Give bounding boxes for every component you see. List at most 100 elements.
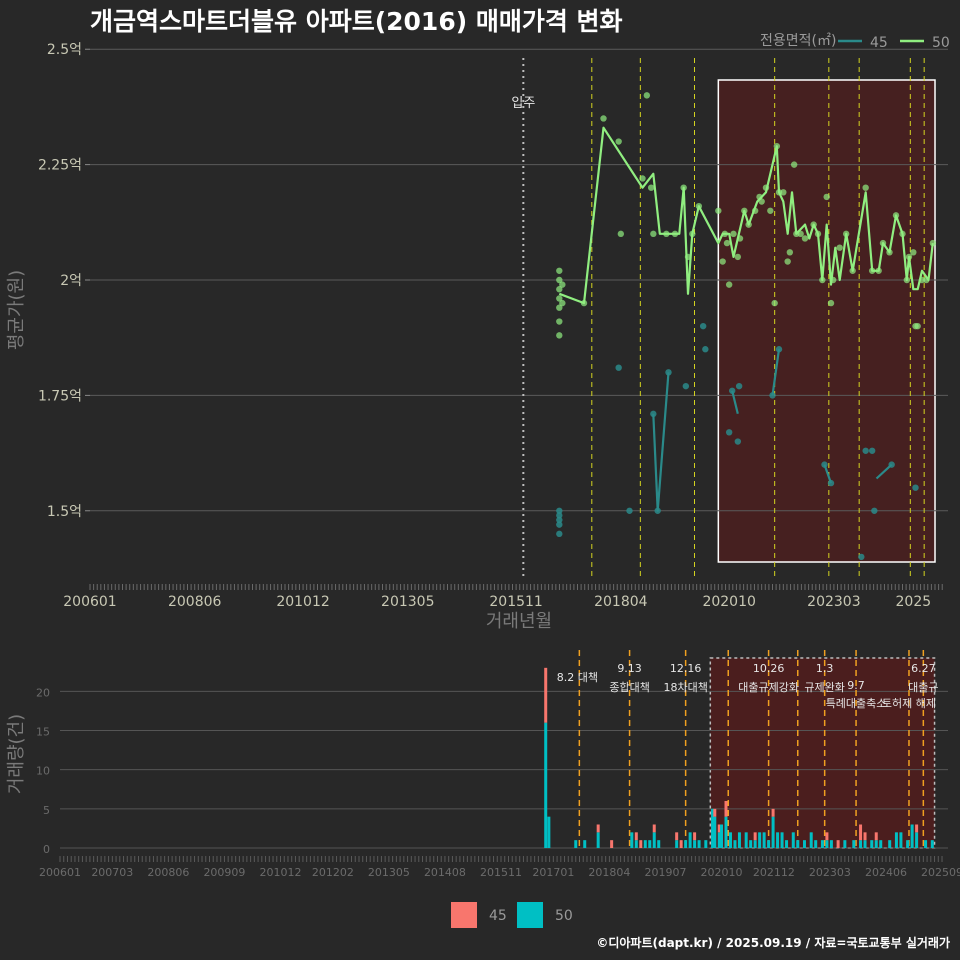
bar-50 <box>704 840 708 848</box>
policy-label-name: 대출규 <box>908 681 938 694</box>
price-point-50 <box>823 193 830 201</box>
bar-50 <box>648 840 652 848</box>
x-tick-label: 201012 <box>260 866 302 879</box>
y-tick-label: 1.5억 <box>47 504 82 520</box>
policy-label-date: 9.13 <box>617 662 642 675</box>
policy-label-date: 6.27 <box>911 662 936 675</box>
bar-45 <box>724 801 728 817</box>
x-tick-label: 201511 <box>489 594 542 610</box>
price-point-50 <box>786 249 794 256</box>
policy-label-name: 대출규제강화 <box>738 681 799 694</box>
bar-50 <box>684 840 688 848</box>
bar-50 <box>814 840 818 848</box>
price-point-45 <box>699 322 707 330</box>
legend-label-45: 45 <box>489 908 507 924</box>
y-axis-label: 평균가(원) <box>6 270 27 350</box>
bar-50 <box>852 840 856 848</box>
price-point-45 <box>912 484 919 491</box>
price-point-50 <box>556 318 563 325</box>
x-tick-label: 202303 <box>809 866 851 879</box>
price-chart: 개금역스마트더블유 아파트(2016) 매매가격 변화 1.5억 1.75억 2억 2.… <box>6 7 950 632</box>
bar-50 <box>630 832 634 848</box>
price-line-45 <box>652 372 670 512</box>
bar-50 <box>717 832 721 848</box>
legend-swatch-50 <box>517 902 543 928</box>
y-tick-label: 15 <box>36 726 50 739</box>
bar-50 <box>675 840 679 848</box>
x-tick-label: 200601 <box>63 594 116 610</box>
legend-label-45: 45 <box>870 35 888 51</box>
policy-label-name: 규제완화 <box>804 681 844 694</box>
price-point-50 <box>836 244 843 251</box>
price-point-50 <box>559 299 566 307</box>
x-tick-label: 201305 <box>368 866 410 879</box>
price-point-50 <box>556 286 563 293</box>
highlight-box <box>709 657 936 849</box>
policy-label-name: 토허제 해제 <box>882 696 936 710</box>
x-tick-label: 2025 <box>896 594 932 610</box>
y-tick-label: 2억 <box>60 273 82 289</box>
bar-45 <box>863 832 867 841</box>
bar-45 <box>693 832 697 841</box>
x-tick-label: 200806 <box>168 594 222 610</box>
price-point-45 <box>735 382 743 390</box>
bar-50 <box>859 840 863 848</box>
price-point-50 <box>556 295 563 302</box>
price-point-45 <box>556 507 563 514</box>
bar-50 <box>753 840 757 848</box>
x-tick-label: 202406 <box>865 866 907 879</box>
price-point-50 <box>730 230 737 238</box>
x-tick-label: 200909 <box>203 866 245 879</box>
bar-50 <box>820 840 824 848</box>
bar-45 <box>610 840 614 848</box>
bar-45 <box>836 840 840 848</box>
price-point-45 <box>862 447 869 454</box>
x-tick-label: 201202 <box>312 866 354 879</box>
price-point-45 <box>556 530 563 538</box>
price-point-50 <box>767 207 774 214</box>
bar-45 <box>859 824 863 841</box>
policy-label-name: 종합대책 <box>609 681 649 694</box>
bar-50 <box>749 840 753 848</box>
y-tick-label: 20 <box>36 686 50 699</box>
price-line-50 <box>558 126 934 305</box>
bar-50 <box>544 722 548 848</box>
price-point-50 <box>617 230 625 238</box>
x-tick-label: 201907 <box>644 866 686 879</box>
bar-50 <box>574 840 578 848</box>
bar-50 <box>697 840 701 848</box>
price-point-50 <box>647 184 655 191</box>
price-point-50 <box>559 281 566 288</box>
price-point-50 <box>784 258 791 265</box>
bar-50 <box>879 840 883 848</box>
price-point-45 <box>729 387 736 394</box>
bar-50 <box>758 832 762 848</box>
price-point-45 <box>858 553 865 561</box>
bar-50 <box>930 840 934 848</box>
price-point-50 <box>771 299 778 307</box>
price-point-50 <box>929 239 937 247</box>
bar-45 <box>634 832 638 841</box>
bar-45 <box>679 840 683 848</box>
bar-45 <box>717 824 721 833</box>
policy-label-date: 9.7 <box>847 679 865 692</box>
price-point-45 <box>556 521 563 528</box>
price-point-50 <box>615 138 622 145</box>
price-point-50 <box>556 276 563 284</box>
highlight-box <box>717 79 936 563</box>
move-in-label: 입주 <box>511 96 535 111</box>
bar-50 <box>809 832 813 848</box>
x-tick-label: 202509 <box>921 866 960 879</box>
x-tick-label: 202112 <box>753 866 795 879</box>
bar-50 <box>785 840 789 848</box>
x-tick-label: 202010 <box>701 866 743 879</box>
price-point-45 <box>702 346 709 353</box>
price-line-45 <box>823 464 833 484</box>
bar-50 <box>863 840 867 848</box>
bar-50 <box>899 832 903 848</box>
price-line-45 <box>771 349 781 396</box>
price-point-45 <box>556 516 563 524</box>
y-axis-label: 거래량(건) <box>6 714 27 794</box>
y-tick-label: 2.25억 <box>38 158 82 174</box>
price-point-50 <box>780 189 787 196</box>
